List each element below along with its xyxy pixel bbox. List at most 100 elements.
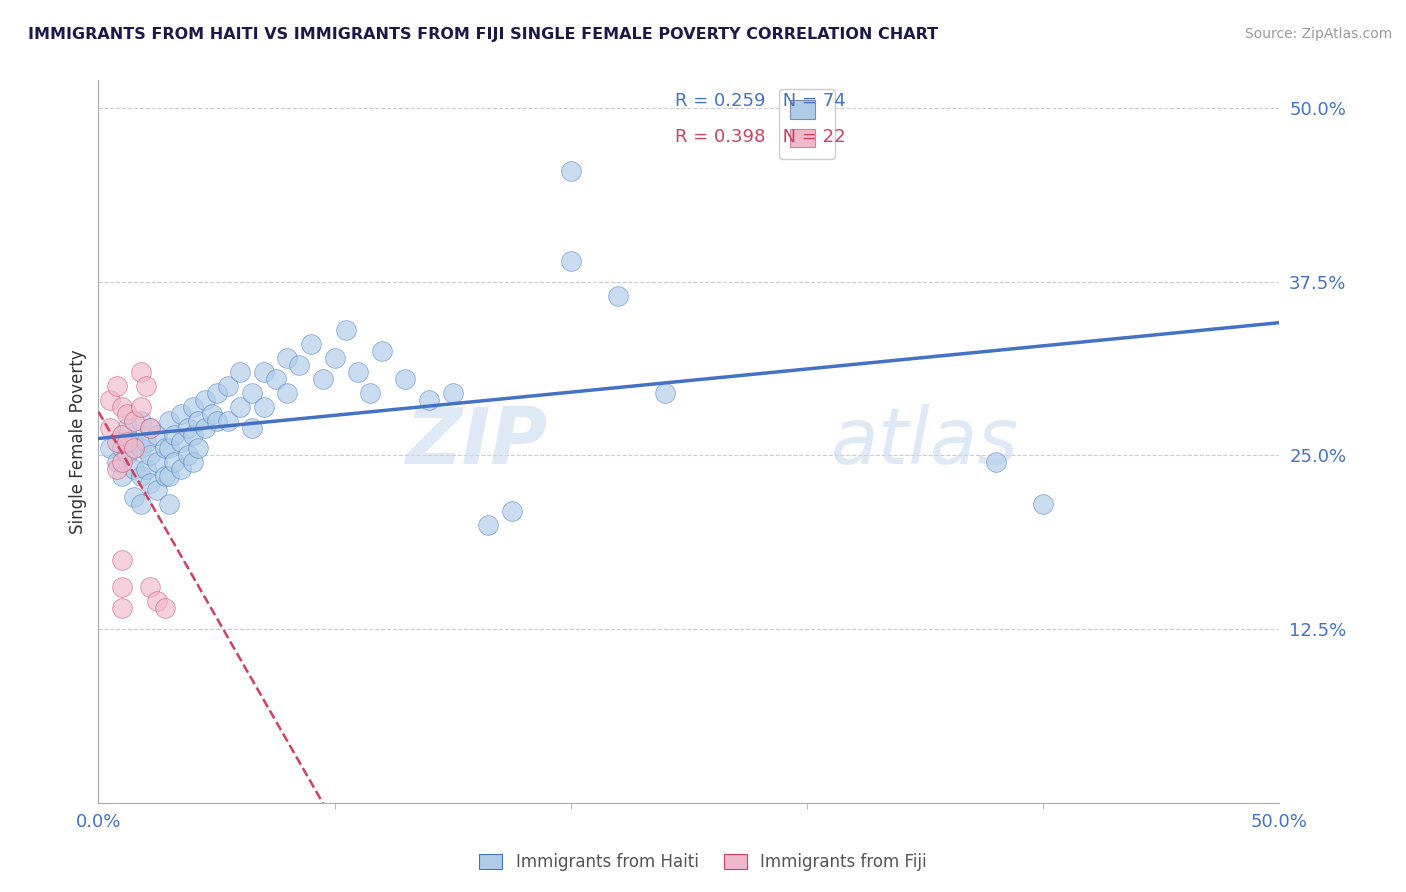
Point xyxy=(111,552,134,566)
Point xyxy=(98,442,121,456)
Point xyxy=(146,594,169,608)
Point xyxy=(122,414,145,428)
Point xyxy=(323,351,346,366)
Point xyxy=(217,414,239,428)
Point xyxy=(122,434,145,449)
Point xyxy=(135,462,157,476)
Point xyxy=(187,442,209,456)
Point xyxy=(129,469,152,483)
Point xyxy=(240,385,263,400)
Point xyxy=(129,442,152,456)
Point xyxy=(111,455,134,469)
Point xyxy=(146,455,169,469)
Point xyxy=(229,400,252,414)
Point xyxy=(111,427,134,442)
Point xyxy=(163,455,186,469)
Point xyxy=(359,385,381,400)
Point xyxy=(153,442,176,456)
Point xyxy=(115,434,138,449)
Text: R = 0.398   N = 22: R = 0.398 N = 22 xyxy=(675,128,845,145)
Point xyxy=(984,455,1007,469)
Point xyxy=(129,497,152,511)
Point xyxy=(229,365,252,379)
Point xyxy=(135,379,157,393)
Point xyxy=(170,407,193,421)
Point xyxy=(288,358,311,372)
Point xyxy=(205,385,228,400)
Point xyxy=(347,365,370,379)
Point xyxy=(299,337,322,351)
Point xyxy=(163,427,186,442)
Point xyxy=(441,385,464,400)
Point xyxy=(105,434,128,449)
Point xyxy=(115,420,138,434)
Point xyxy=(157,414,180,428)
Point xyxy=(98,392,121,407)
Point xyxy=(157,442,180,456)
Point xyxy=(139,581,162,595)
Point xyxy=(111,469,134,483)
Point xyxy=(122,490,145,504)
Point xyxy=(1032,497,1054,511)
Point xyxy=(146,427,169,442)
Point xyxy=(111,601,134,615)
Point xyxy=(139,420,162,434)
Point xyxy=(139,420,162,434)
Point xyxy=(129,365,152,379)
Point xyxy=(276,351,298,366)
Point xyxy=(170,462,193,476)
Point xyxy=(217,379,239,393)
Point xyxy=(153,469,176,483)
Point xyxy=(146,483,169,498)
Y-axis label: Single Female Poverty: Single Female Poverty xyxy=(69,350,87,533)
Point xyxy=(187,414,209,428)
Point xyxy=(560,253,582,268)
Text: IMMIGRANTS FROM HAITI VS IMMIGRANTS FROM FIJI SINGLE FEMALE POVERTY CORRELATION : IMMIGRANTS FROM HAITI VS IMMIGRANTS FROM… xyxy=(28,27,938,42)
Point xyxy=(139,449,162,463)
Point xyxy=(240,420,263,434)
Point xyxy=(129,414,152,428)
Point xyxy=(111,400,134,414)
Legend: , : , xyxy=(779,89,835,159)
Point xyxy=(276,385,298,400)
Point xyxy=(253,400,276,414)
Point xyxy=(177,420,200,434)
Text: atlas: atlas xyxy=(831,403,1018,480)
Point xyxy=(194,392,217,407)
Point xyxy=(181,455,204,469)
Point xyxy=(253,365,276,379)
Point xyxy=(98,420,121,434)
Point xyxy=(115,407,138,421)
Point xyxy=(139,476,162,491)
Point xyxy=(418,392,440,407)
Point xyxy=(115,449,138,463)
Point xyxy=(201,407,224,421)
Point xyxy=(111,442,134,456)
Point xyxy=(264,372,287,386)
Point xyxy=(312,372,335,386)
Point xyxy=(177,449,200,463)
Point xyxy=(153,601,176,615)
Point xyxy=(105,379,128,393)
Point xyxy=(607,288,630,302)
Point xyxy=(654,385,676,400)
Point xyxy=(205,414,228,428)
Point xyxy=(181,427,204,442)
Point xyxy=(181,400,204,414)
Point xyxy=(170,434,193,449)
Text: Source: ZipAtlas.com: Source: ZipAtlas.com xyxy=(1244,27,1392,41)
Point xyxy=(157,497,180,511)
Point xyxy=(135,434,157,449)
Point xyxy=(394,372,416,386)
Point xyxy=(105,455,128,469)
Point xyxy=(111,581,134,595)
Point xyxy=(122,442,145,456)
Point xyxy=(560,163,582,178)
Legend: Immigrants from Haiti, Immigrants from Fiji: Immigrants from Haiti, Immigrants from F… xyxy=(471,845,935,880)
Point xyxy=(129,400,152,414)
Point xyxy=(335,323,357,337)
Text: R = 0.259   N = 74: R = 0.259 N = 74 xyxy=(675,92,845,110)
Point xyxy=(501,504,523,518)
Point xyxy=(105,462,128,476)
Point xyxy=(122,462,145,476)
